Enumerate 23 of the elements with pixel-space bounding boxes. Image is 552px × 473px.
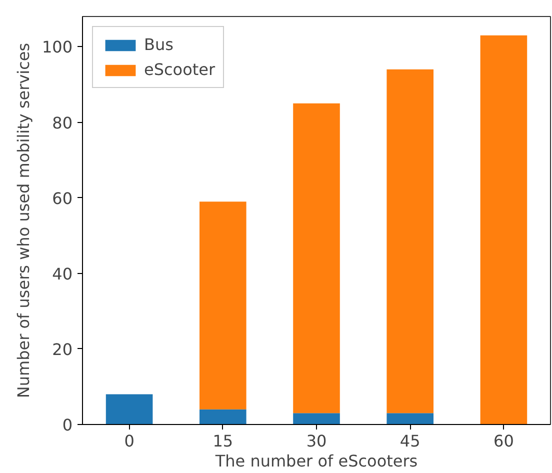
bar — [200, 202, 246, 410]
y-tick-label: 20 — [52, 340, 72, 359]
x-tick-label: 30 — [306, 432, 327, 450]
legend-label: Bus — [144, 35, 174, 54]
y-axis-title: Number of users who used mobility services — [14, 42, 33, 398]
y-tick-label: 40 — [52, 264, 72, 284]
x-tick-label: 15 — [212, 432, 234, 450]
x-tick-label: 45 — [400, 432, 420, 450]
y-tick-label: 0 — [62, 416, 73, 434]
y-tick-label: 100 — [42, 38, 73, 57]
x-tick-label: 60 — [494, 432, 514, 450]
bar — [106, 394, 153, 424]
y-tick-label: 80 — [52, 113, 72, 132]
bar — [200, 409, 246, 424]
y-tick-label: 60 — [52, 188, 72, 208]
bar — [480, 35, 528, 424]
bar — [293, 413, 340, 424]
x-tick-label: 0 — [124, 432, 134, 450]
bar — [293, 103, 340, 414]
bar — [386, 413, 434, 424]
x-axis-title: The number of eScooters — [214, 452, 418, 470]
bar — [386, 69, 434, 414]
legend-label: eScooter — [144, 60, 216, 79]
